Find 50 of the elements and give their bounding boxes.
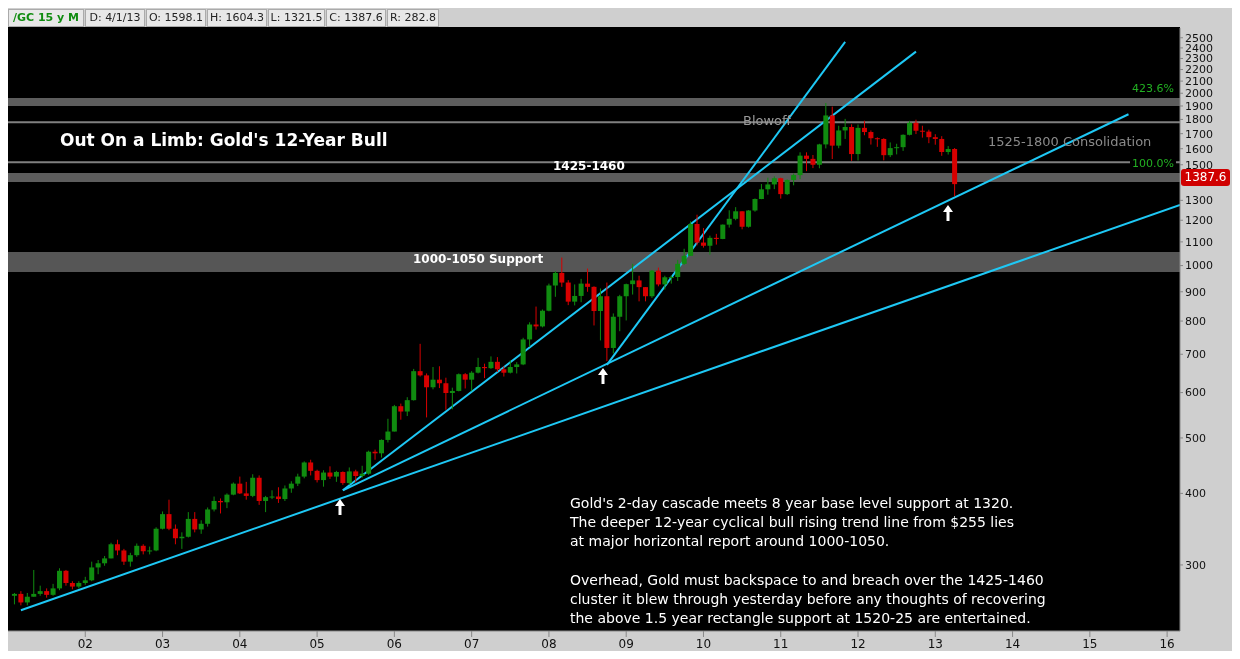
text: C: 1387.6	[326, 9, 386, 27]
x-tick-label: 16	[1159, 636, 1175, 651]
y-tick-label: 1200	[1185, 214, 1213, 228]
x-tick-label: 04	[232, 636, 248, 651]
y-tick-label: 700	[1185, 348, 1206, 362]
x-tick-label: 02	[77, 636, 93, 651]
text: R: 282.8	[387, 9, 439, 27]
x-tick-label: 13	[927, 636, 943, 651]
x-tick-label: 05	[309, 636, 325, 651]
x-tick-label: 03	[154, 636, 171, 651]
x-tick-label: 10	[695, 636, 712, 651]
band-label: 423.6%	[1130, 82, 1176, 96]
text: Out On a Limb: Gold's 12-Year Bull	[60, 130, 388, 150]
text: H: 1604.3	[207, 9, 267, 27]
x-tick-label: 08	[541, 636, 557, 651]
y-tick-label: 800	[1185, 314, 1206, 328]
y-tick-label: 1800	[1185, 113, 1213, 127]
price-tag: 1387.6	[1181, 169, 1230, 186]
y-tick-label: 2100	[1185, 75, 1213, 89]
y-tick-label: 2000	[1185, 87, 1213, 101]
y-tick-label: 600	[1185, 386, 1206, 400]
x-tick-label: 14	[1004, 636, 1021, 651]
annotation: Overhead, Gold must backspace to and breach over the 1425-1460 cluster it blew through yesterday before any thoughts of recovering the above 1.5 year rectangle support at 1520-25 are entertained.	[570, 571, 1046, 628]
annotation: 1000-1050 Support	[413, 251, 544, 268]
y-tick-label: 1100	[1185, 235, 1213, 249]
band-label: 100.0%	[1130, 157, 1176, 171]
text: L: 1321.5	[268, 9, 325, 27]
annotation: 1425-1460	[553, 158, 625, 175]
y-tick-label: 900	[1185, 285, 1206, 299]
x-tick-label: 12	[850, 636, 866, 651]
y-tick-label: 2300	[1185, 52, 1213, 66]
y-tick-label: 1500	[1185, 158, 1213, 172]
text: D: 4/1/13	[85, 9, 145, 27]
annotation: Gold's 2-day cascade meets 8 year base level support at 1320. The deeper 12-year cyclical bull rising trend line from $255 lies at major horizontal report around 1000-1050.	[570, 494, 1014, 551]
x-tick-label: 15	[1082, 636, 1098, 651]
x-tick-label: 11	[773, 636, 789, 651]
x-tick-label: 09	[618, 636, 634, 651]
y-tick-label: 1700	[1185, 127, 1213, 141]
text: O: 1598.1	[146, 9, 206, 27]
y-tick-label: 400	[1185, 487, 1206, 501]
text: /GC 15 y M	[8, 9, 84, 27]
x-tick-label: 06	[386, 636, 403, 651]
x-tick-label: 07	[464, 636, 480, 651]
y-tick-label: 1900	[1185, 99, 1213, 113]
y-tick-label: 500	[1185, 431, 1206, 445]
y-tick-label: 2200	[1185, 63, 1213, 77]
y-tick-label: 1300	[1185, 194, 1213, 208]
y-tick-label: 300	[1185, 558, 1206, 572]
y-tick-label: 1000	[1185, 259, 1213, 273]
y-tick-label: 1600	[1185, 142, 1213, 156]
